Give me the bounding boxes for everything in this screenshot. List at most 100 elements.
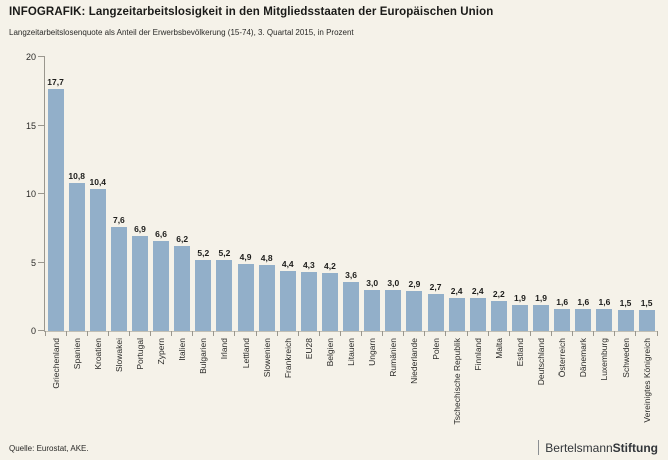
x-axis-tick bbox=[107, 331, 109, 336]
bar-value-label: 5,2 bbox=[197, 248, 210, 258]
bar bbox=[300, 272, 317, 331]
bar bbox=[448, 298, 465, 331]
category-label: Polen bbox=[430, 338, 441, 360]
bar bbox=[406, 291, 423, 331]
x-axis-tick bbox=[466, 331, 468, 336]
bar-slot: 3,6 Litauen bbox=[341, 57, 362, 366]
bar bbox=[237, 264, 254, 331]
x-axis-tick bbox=[635, 331, 637, 336]
x-axis-tick bbox=[339, 331, 341, 336]
x-axis-tick bbox=[508, 331, 510, 336]
bar bbox=[364, 290, 381, 331]
category-label: EU28 bbox=[303, 338, 314, 360]
x-axis-tick bbox=[128, 331, 130, 336]
category-label: Ungarn bbox=[367, 338, 378, 366]
category-label: Frankreich bbox=[282, 338, 293, 379]
bar-series: 17,7 Griechenland 10,8 Spanien 10,4 Kroatien 7… bbox=[45, 57, 657, 424]
bar-slot: 2,4 Tschechische Republik bbox=[446, 57, 467, 424]
bar-value-label: 10,4 bbox=[89, 177, 107, 187]
bar-slot: 1,9 Deutschland bbox=[531, 57, 552, 385]
bar-value-label: 1,6 bbox=[577, 297, 590, 307]
category-label: Dänemark bbox=[578, 338, 589, 378]
x-axis-tick bbox=[234, 331, 236, 336]
bar-slot: 3,0 Rumänien bbox=[383, 57, 404, 377]
category-label: Irland bbox=[219, 338, 230, 360]
bar bbox=[131, 236, 148, 331]
bar-slot: 2,7 Polen bbox=[425, 57, 446, 360]
bar-slot: 4,8 Slowenien bbox=[256, 57, 277, 377]
category-label: Italien bbox=[177, 338, 188, 361]
category-label: Österreich bbox=[557, 338, 568, 378]
x-axis-tick bbox=[276, 331, 278, 336]
bar-value-label: 1,9 bbox=[535, 293, 547, 303]
bar-value-label: 6,2 bbox=[176, 234, 189, 244]
category-label: Tschechische Republik bbox=[451, 338, 462, 425]
bar bbox=[596, 309, 613, 331]
x-axis-tick bbox=[382, 331, 384, 336]
bar-value-label: 17,7 bbox=[47, 77, 64, 87]
bar bbox=[385, 290, 402, 331]
bertelsmann-stiftung-logo: Bertelsmann Stiftung bbox=[538, 440, 658, 455]
category-label: Malta bbox=[493, 338, 504, 359]
category-label: Litauen bbox=[346, 338, 357, 366]
bar bbox=[533, 305, 550, 331]
plot-area: 17,7 Griechenland 10,8 Spanien 10,4 Kroatien 7… bbox=[26, 52, 658, 424]
bar-value-label: 3,6 bbox=[345, 270, 357, 280]
x-axis-tick bbox=[213, 331, 215, 336]
bar-slot: 7,6 Slowakei bbox=[108, 57, 129, 372]
bar bbox=[554, 309, 571, 331]
category-label: Belgien bbox=[324, 338, 335, 367]
bar-value-label: 6,6 bbox=[155, 229, 168, 239]
bar bbox=[638, 310, 655, 331]
bar-slot: 1,9 Estland bbox=[509, 57, 530, 366]
bar-value-label: 2,4 bbox=[450, 286, 463, 296]
category-label: Rumänien bbox=[388, 338, 399, 377]
bar-slot: 1,5 Schweden bbox=[615, 57, 636, 378]
category-label: Vereinigtes Königreich bbox=[641, 338, 652, 423]
bar-slot: 17,7 Griechenland bbox=[45, 57, 66, 389]
category-label: Slowenien bbox=[261, 338, 272, 378]
x-axis-tick bbox=[614, 331, 616, 336]
x-axis-tick bbox=[361, 331, 363, 336]
bar bbox=[216, 260, 233, 331]
bar-slot: 4,2 Belgien bbox=[319, 57, 340, 366]
bar-slot: 3,0 Ungarn bbox=[362, 57, 383, 366]
category-label: Griechenland bbox=[50, 338, 61, 389]
x-axis-tick bbox=[86, 331, 88, 336]
bar-value-label: 1,5 bbox=[619, 298, 632, 308]
bar-value-label: 3,0 bbox=[366, 278, 379, 288]
bar-slot: 2,9 Niederlande bbox=[404, 57, 425, 384]
category-label: Niederlande bbox=[409, 338, 420, 384]
bar bbox=[47, 89, 64, 331]
y-axis-tick bbox=[38, 330, 45, 331]
bar bbox=[575, 309, 592, 331]
bar-slot: 10,4 Kroatien bbox=[87, 57, 108, 370]
bar-slot: 2,4 Finnland bbox=[467, 57, 488, 371]
bar-value-label: 6,9 bbox=[134, 224, 146, 234]
y-axis-label: 15 bbox=[25, 120, 36, 131]
bar-value-label: 4,4 bbox=[281, 259, 294, 269]
bar-value-label: 4,9 bbox=[239, 252, 252, 262]
x-axis-tick bbox=[572, 331, 574, 336]
x-axis-tick bbox=[529, 331, 531, 336]
x-axis-tick bbox=[550, 331, 552, 336]
bar-slot: 6,9 Portugal bbox=[129, 57, 150, 370]
y-axis-label: 10 bbox=[25, 189, 36, 199]
x-axis-tick bbox=[150, 331, 152, 336]
y-axis-tick bbox=[38, 261, 45, 263]
bar-slot: 1,6 Österreich bbox=[552, 57, 573, 377]
bar-value-label: 2,2 bbox=[492, 289, 505, 299]
logo-text-regular: Bertelsmann bbox=[545, 440, 613, 455]
bar-slot: 5,2 Bulgarien bbox=[193, 57, 214, 374]
x-axis-tick bbox=[44, 331, 46, 336]
y-axis-label: 5 bbox=[30, 257, 36, 268]
bar bbox=[153, 241, 170, 331]
category-label: Zypern bbox=[156, 338, 167, 365]
x-axis-tick bbox=[65, 331, 67, 336]
bar bbox=[279, 271, 296, 331]
bar-value-label: 5,2 bbox=[218, 248, 231, 258]
bar-value-label: 4,8 bbox=[260, 253, 273, 263]
x-axis-tick bbox=[297, 331, 299, 336]
bar bbox=[511, 305, 528, 331]
